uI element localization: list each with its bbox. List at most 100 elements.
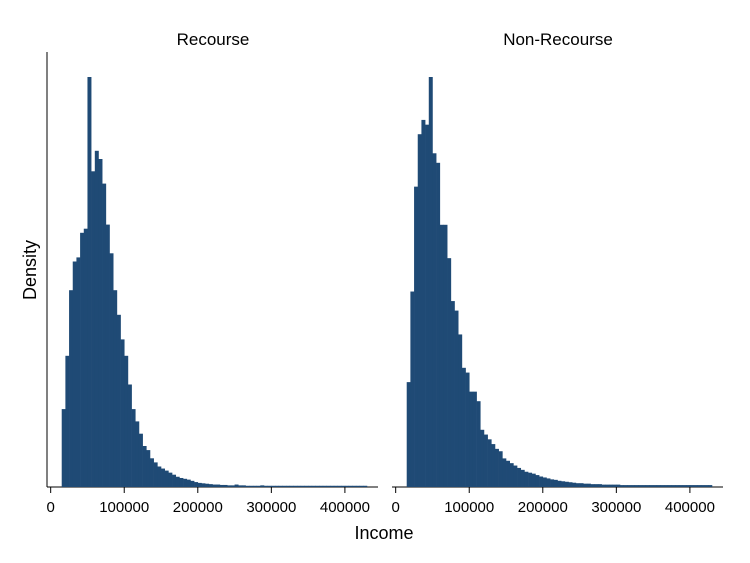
x-tick-label: 300000 bbox=[591, 499, 641, 516]
histogram-bar bbox=[91, 171, 96, 488]
histogram-bar bbox=[275, 485, 279, 487]
histogram-bar bbox=[315, 485, 320, 487]
histogram-bar bbox=[531, 473, 536, 487]
histogram-bar bbox=[363, 485, 368, 487]
histogram-bar bbox=[645, 485, 650, 487]
histogram-bar bbox=[319, 485, 324, 487]
histogram-bar bbox=[102, 183, 107, 487]
histogram-bar bbox=[608, 484, 613, 487]
histogram-bar bbox=[352, 485, 357, 487]
histogram-bar bbox=[164, 470, 169, 487]
histogram-bar bbox=[517, 467, 522, 487]
x-tick-label: 100000 bbox=[444, 499, 494, 516]
histogram-bar bbox=[502, 458, 507, 487]
histogram-bar bbox=[583, 483, 588, 487]
histogram-bar bbox=[116, 314, 121, 487]
histogram-bar bbox=[447, 258, 452, 487]
x-tick-label: 400000 bbox=[320, 499, 370, 516]
histogram-bar bbox=[190, 480, 195, 487]
histogram-bar bbox=[642, 485, 647, 487]
histogram-bar bbox=[546, 478, 551, 487]
histogram-bar bbox=[432, 153, 437, 487]
histogram-bar bbox=[700, 485, 705, 487]
histogram-bar bbox=[524, 471, 529, 487]
histogram-bar bbox=[348, 485, 353, 487]
histogram-bar bbox=[550, 479, 555, 487]
histogram-bar bbox=[689, 485, 694, 487]
histogram-bar bbox=[575, 483, 580, 487]
histogram-bar bbox=[425, 124, 430, 488]
histogram-bar bbox=[293, 485, 298, 487]
histogram-bar bbox=[428, 77, 433, 487]
histogram-bar bbox=[278, 485, 283, 487]
histogram-bar bbox=[326, 485, 331, 487]
histogram-bar bbox=[146, 450, 151, 487]
histogram-bar bbox=[297, 485, 302, 487]
histogram-bar bbox=[620, 485, 624, 487]
histogram-bar bbox=[678, 485, 683, 487]
histogram-bar bbox=[487, 439, 492, 487]
histogram-bar bbox=[458, 334, 463, 487]
histogram-bar bbox=[120, 339, 125, 487]
histogram-bar bbox=[414, 186, 419, 487]
histogram-bar bbox=[561, 481, 566, 487]
histogram-bar bbox=[406, 382, 411, 487]
histogram-bar bbox=[249, 485, 254, 487]
histogram-bar bbox=[465, 372, 470, 487]
histogram-bar bbox=[612, 484, 617, 487]
histogram-bar bbox=[94, 150, 99, 488]
histogram-bar bbox=[271, 485, 276, 487]
histogram-bar bbox=[697, 485, 702, 487]
histogram-bar bbox=[660, 485, 665, 487]
histogram-bar bbox=[197, 482, 202, 487]
histogram-bar bbox=[260, 485, 265, 487]
histogram-bar bbox=[105, 224, 110, 487]
histogram-bar bbox=[631, 485, 636, 487]
histogram-bar bbox=[616, 484, 621, 487]
histogram-bar bbox=[664, 485, 669, 487]
histogram-bar bbox=[634, 485, 639, 487]
histogram-bar bbox=[157, 466, 162, 487]
histogram-bar bbox=[131, 409, 136, 487]
histogram-bar bbox=[513, 465, 518, 487]
histogram-bar bbox=[638, 485, 643, 487]
histogram-bar bbox=[553, 479, 558, 487]
histogram-bar bbox=[223, 484, 228, 487]
histogram-bar bbox=[142, 446, 147, 487]
histogram-bar bbox=[109, 253, 114, 487]
histogram-bar bbox=[256, 485, 261, 487]
histogram-bar bbox=[289, 485, 294, 487]
histogram-bar bbox=[65, 355, 70, 487]
histogram-bar bbox=[535, 475, 540, 487]
histogram-bar bbox=[421, 119, 426, 487]
histogram-bar bbox=[579, 483, 584, 487]
histogram-bar bbox=[208, 484, 213, 487]
histogram-bar bbox=[476, 401, 481, 487]
histogram-bar bbox=[61, 409, 66, 487]
histogram-bar bbox=[506, 460, 510, 487]
panel-title-non-recourse: Non-Recourse bbox=[503, 30, 613, 49]
histogram-bar bbox=[341, 485, 346, 487]
histogram-bar bbox=[113, 290, 118, 487]
histogram-bar bbox=[234, 484, 239, 487]
histogram-bar bbox=[337, 485, 342, 487]
histogram-bar bbox=[72, 261, 77, 487]
histogram-bar bbox=[308, 485, 313, 487]
histogram-bar bbox=[649, 485, 654, 487]
histogram-bar bbox=[708, 485, 713, 487]
panel-non-recourse: Non-Recourse 0 100000 200000 300000 400000 bbox=[392, 30, 723, 516]
histogram-bar bbox=[282, 485, 287, 487]
histogram-bar bbox=[671, 485, 676, 487]
histogram-bar bbox=[450, 301, 455, 487]
histogram-bar bbox=[83, 228, 88, 487]
histogram-bar bbox=[539, 476, 544, 487]
histogram-bar bbox=[245, 485, 250, 487]
histogram-bar bbox=[597, 484, 602, 487]
histogram-bar bbox=[241, 485, 246, 487]
histogram-bar bbox=[175, 476, 180, 487]
histogram-bar bbox=[443, 224, 448, 488]
histogram-bar bbox=[80, 232, 85, 487]
histogram-bar bbox=[509, 463, 514, 487]
histogram-bar bbox=[153, 462, 158, 487]
